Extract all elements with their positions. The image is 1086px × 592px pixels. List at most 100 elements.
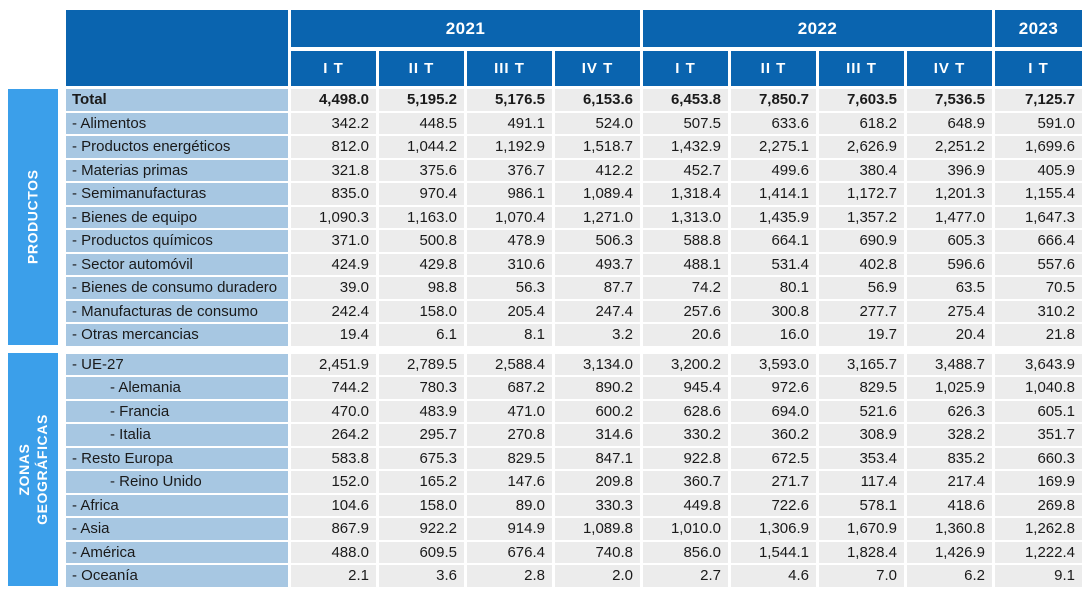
value-cell: 74.2 [643,277,728,299]
value-cell: 1,426.9 [907,541,992,563]
value-cell: 491.1 [467,112,552,134]
value-cell: 20.6 [643,324,728,346]
value-cell: 87.7 [555,277,640,299]
value-cell: 242.4 [291,300,376,322]
quarter-header: I T [643,51,728,86]
value-cell: 295.7 [379,424,464,446]
section-bar-zonas-geograficas-label: ZONAS GEOGRÁFICAS [15,414,50,525]
value-cell: 314.6 [555,424,640,446]
value-cell: 2.1 [291,565,376,587]
row-label: - Bienes de equipo [66,206,288,228]
value-cell: 371.0 [291,230,376,252]
value-cell: 1,044.2 [379,136,464,158]
row-label: Total [66,89,288,111]
row-label: - Alimentos [66,112,288,134]
value-cell: 1,271.0 [555,206,640,228]
value-cell: 3,200.2 [643,353,728,375]
value-cell: 1,025.9 [907,377,992,399]
value-cell: 353.4 [819,447,904,469]
value-cell: 972.6 [731,377,816,399]
value-cell: 165.2 [379,471,464,493]
value-cell: 5,176.5 [467,89,552,111]
row-label: - Bienes de consumo duradero [66,277,288,299]
value-cell: 890.2 [555,377,640,399]
row-label: - América [66,541,288,563]
value-cell: 308.9 [819,424,904,446]
value-cell: 277.7 [819,300,904,322]
value-cell: 1,544.1 [731,541,816,563]
value-cell: 1,090.3 [291,206,376,228]
value-cell: 310.2 [995,300,1082,322]
value-cell: 1,670.9 [819,518,904,540]
value-cell: 531.4 [731,253,816,275]
value-cell: 618.2 [819,112,904,134]
value-cell: 380.4 [819,159,904,181]
row-label: - UE-27 [66,353,288,375]
value-cell: 507.5 [643,112,728,134]
value-cell: 56.9 [819,277,904,299]
value-cell: 1,306.9 [731,518,816,540]
zones-grid: - UE-27 2,451.9 2,789.5 2,588.4 3,134.0 3,200… [66,353,1082,587]
row-label: - Reino Unido [66,471,288,493]
quarter-header: III T [819,51,904,86]
value-cell: 2,789.5 [379,353,464,375]
value-cell: 922.2 [379,518,464,540]
row-label: - Sector automóvil [66,253,288,275]
value-cell: 412.2 [555,159,640,181]
value-cell: 63.5 [907,277,992,299]
value-cell: 780.3 [379,377,464,399]
value-cell: 676.4 [467,541,552,563]
value-cell: 1,172.7 [819,183,904,205]
value-cell: 328.2 [907,424,992,446]
value-cell: 360.7 [643,471,728,493]
value-cell: 405.9 [995,159,1082,181]
value-cell: 596.6 [907,253,992,275]
value-cell: 104.6 [291,494,376,516]
value-cell: 2.0 [555,565,640,587]
value-cell: 2.8 [467,565,552,587]
value-cell: 694.0 [731,400,816,422]
value-cell: 321.8 [291,159,376,181]
value-cell: 1,089.8 [555,518,640,540]
row-label: - Resto Europa [66,447,288,469]
value-cell: 158.0 [379,494,464,516]
value-cell: 3,643.9 [995,353,1082,375]
row-label: - Otras mercancias [66,324,288,346]
value-cell: 867.9 [291,518,376,540]
value-cell: 2,451.9 [291,353,376,375]
value-cell: 835.0 [291,183,376,205]
value-cell: 270.8 [467,424,552,446]
value-cell: 835.2 [907,447,992,469]
row-label: - Alemania [66,377,288,399]
value-cell: 1,518.7 [555,136,640,158]
quarter-header: I T [995,51,1082,86]
value-cell: 914.9 [467,518,552,540]
value-cell: 583.8 [291,447,376,469]
quarter-header: IV T [907,51,992,86]
value-cell: 609.5 [379,541,464,563]
value-cell: 633.6 [731,112,816,134]
quarter-header: II T [379,51,464,86]
value-cell: 1,089.4 [555,183,640,205]
value-cell: 56.3 [467,277,552,299]
row-label: - Africa [66,494,288,516]
value-cell: 521.6 [819,400,904,422]
value-cell: 418.6 [907,494,992,516]
quarter-header: I T [291,51,376,86]
value-cell: 7,850.7 [731,89,816,111]
value-cell: 986.1 [467,183,552,205]
value-cell: 209.8 [555,471,640,493]
value-cell: 1,040.8 [995,377,1082,399]
value-cell: 478.9 [467,230,552,252]
value-cell: 628.6 [643,400,728,422]
value-cell: 578.1 [819,494,904,516]
value-cell: 626.3 [907,400,992,422]
quarter-header: IV T [555,51,640,86]
value-cell: 8.1 [467,324,552,346]
value-cell: 3,134.0 [555,353,640,375]
value-cell: 402.8 [819,253,904,275]
value-cell: 506.3 [555,230,640,252]
value-cell: 1,435.9 [731,206,816,228]
value-cell: 1,262.8 [995,518,1082,540]
